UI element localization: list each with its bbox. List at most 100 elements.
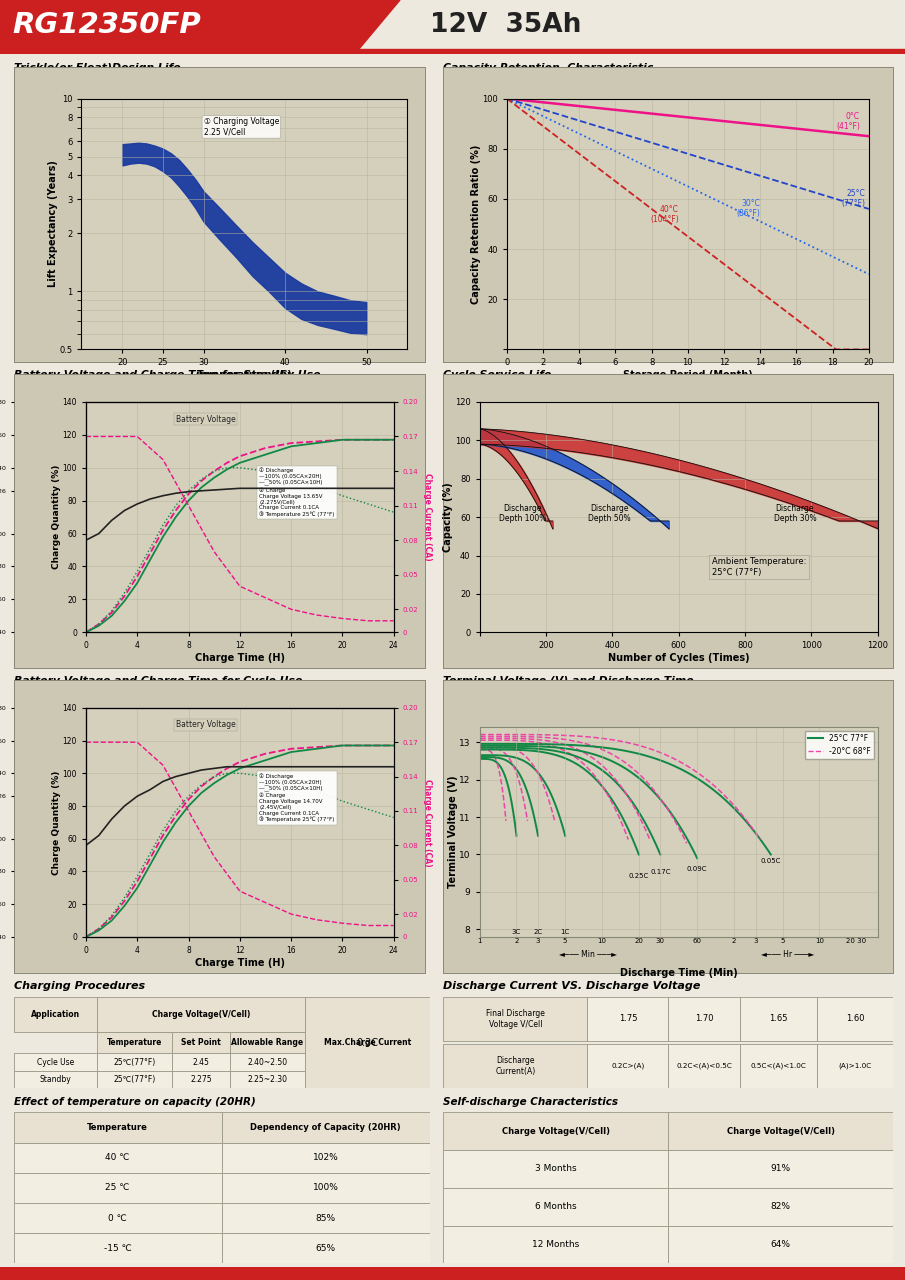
Text: 3 Months: 3 Months <box>535 1165 576 1174</box>
Text: Charge Voltage(V/Cell): Charge Voltage(V/Cell) <box>727 1126 834 1135</box>
Y-axis label: Charge Quantity (%): Charge Quantity (%) <box>52 465 61 570</box>
Bar <box>14 1143 222 1172</box>
X-axis label: Number of Cycles (Times): Number of Cycles (Times) <box>608 653 749 663</box>
Bar <box>172 1071 230 1088</box>
Bar <box>222 1203 430 1233</box>
Text: Charge Voltage(V/Cell): Charge Voltage(V/Cell) <box>502 1126 610 1135</box>
Text: 40 ℃: 40 ℃ <box>106 1153 129 1162</box>
Text: Discharge
Depth 50%: Discharge Depth 50% <box>587 503 631 524</box>
Text: Terminal Voltage (V) and Discharge Time: Terminal Voltage (V) and Discharge Time <box>443 676 694 686</box>
Text: Discharge
Depth 100%: Discharge Depth 100% <box>499 503 547 524</box>
Text: 6 Months: 6 Months <box>535 1202 576 1211</box>
Text: 10: 10 <box>815 938 824 943</box>
Text: 100%: 100% <box>313 1183 338 1193</box>
Bar <box>668 1112 893 1151</box>
Text: Battery Voltage and Charge Time for Cycle Use: Battery Voltage and Charge Time for Cycl… <box>14 676 302 686</box>
Text: 3: 3 <box>536 938 540 943</box>
Y-axis label: Capacity Retention Ratio (%): Capacity Retention Ratio (%) <box>471 145 481 303</box>
Text: Discharge Current VS. Discharge Voltage: Discharge Current VS. Discharge Voltage <box>443 982 700 992</box>
Text: Dependency of Capacity (20HR): Dependency of Capacity (20HR) <box>251 1123 401 1132</box>
Bar <box>230 1071 305 1088</box>
X-axis label: Temperature (°C): Temperature (°C) <box>197 370 291 380</box>
Text: 1: 1 <box>478 938 481 943</box>
Text: Temperature: Temperature <box>107 1038 162 1047</box>
Text: -15 ℃: -15 ℃ <box>104 1244 131 1253</box>
Text: 2: 2 <box>514 938 519 943</box>
Bar <box>222 1233 430 1263</box>
Y-axis label: Charge Current (CA): Charge Current (CA) <box>424 778 433 867</box>
Text: Cycle Use: Cycle Use <box>36 1057 74 1066</box>
Bar <box>443 1044 587 1088</box>
Bar <box>668 1188 893 1226</box>
X-axis label: Charge Time (H): Charge Time (H) <box>195 653 285 663</box>
Text: Discharge
Current(A): Discharge Current(A) <box>495 1056 536 1076</box>
Text: Battery Voltage and Charge Time for Standby Use: Battery Voltage and Charge Time for Stan… <box>14 370 320 380</box>
Bar <box>14 1203 222 1233</box>
Text: 40°C
(104°F): 40°C (104°F) <box>650 205 679 224</box>
Text: 5: 5 <box>780 938 785 943</box>
Text: ① Discharge
—100% (0.05CA×20H)
―⁐50% (0.05CA×10H)
② Charge
Charge Voltage 13.65V: ① Discharge —100% (0.05CA×20H) ―⁐50% (0.… <box>259 467 335 517</box>
Text: 1.75: 1.75 <box>619 1015 637 1024</box>
Text: Application: Application <box>31 1010 80 1019</box>
Text: 5: 5 <box>563 938 567 943</box>
Text: Set Point: Set Point <box>181 1038 221 1047</box>
Text: 30°C
(86°F): 30°C (86°F) <box>737 200 760 219</box>
Y-axis label: Capacity (%): Capacity (%) <box>443 483 453 552</box>
Bar <box>443 1188 668 1226</box>
Legend: 25°C 77°F, -20°C 68°F: 25°C 77°F, -20°C 68°F <box>805 731 874 759</box>
Bar <box>587 1044 668 1088</box>
Text: 25°C
(77°F): 25°C (77°F) <box>841 188 865 209</box>
Text: Charge Voltage(V/Cell): Charge Voltage(V/Cell) <box>152 1010 250 1019</box>
Bar <box>443 1226 668 1263</box>
Text: 2.25~2.30: 2.25~2.30 <box>248 1075 288 1084</box>
Text: 60: 60 <box>692 938 701 943</box>
Text: 102%: 102% <box>313 1153 338 1162</box>
Bar <box>230 1053 305 1071</box>
Bar <box>14 1071 97 1088</box>
Bar <box>740 997 817 1041</box>
Y-axis label: Charge Quantity (%): Charge Quantity (%) <box>52 771 61 874</box>
Bar <box>305 997 430 1088</box>
Text: 91%: 91% <box>771 1165 791 1174</box>
Text: 1.70: 1.70 <box>695 1015 713 1024</box>
Bar <box>14 997 97 1032</box>
Text: Ambient Temperature:
25°C (77°F): Ambient Temperature: 25°C (77°F) <box>712 557 806 577</box>
Polygon shape <box>0 0 400 54</box>
Text: Self-discharge Characteristics: Self-discharge Characteristics <box>443 1097 618 1107</box>
Text: 1.65: 1.65 <box>769 1015 787 1024</box>
Text: 25 ℃: 25 ℃ <box>106 1183 129 1193</box>
Text: 30: 30 <box>656 938 665 943</box>
Text: Battery Voltage: Battery Voltage <box>176 721 235 730</box>
Text: Capacity Retention  Characteristic: Capacity Retention Characteristic <box>443 63 653 73</box>
Bar <box>443 1151 668 1188</box>
Text: Standby: Standby <box>39 1075 71 1084</box>
Text: Discharge
Depth 30%: Discharge Depth 30% <box>774 503 816 524</box>
Bar <box>668 1226 893 1263</box>
Text: 20 30: 20 30 <box>846 938 866 943</box>
Text: (A)>1.0C: (A)>1.0C <box>838 1062 872 1069</box>
X-axis label: Storage Period (Month): Storage Period (Month) <box>623 370 753 380</box>
Text: Max.Charge Current: Max.Charge Current <box>324 1038 411 1047</box>
Text: ① Discharge
—100% (0.05CA×20H)
―⁐50% (0.05CA×10H)
② Charge
Charge Voltage 14.70V: ① Discharge —100% (0.05CA×20H) ―⁐50% (0.… <box>259 773 335 822</box>
Text: Discharge Time (Min): Discharge Time (Min) <box>620 968 738 978</box>
Text: ◄─── Hr ───►: ◄─── Hr ───► <box>761 951 815 960</box>
Text: 2.45: 2.45 <box>193 1057 209 1066</box>
Bar <box>668 997 740 1041</box>
Text: 3: 3 <box>753 938 757 943</box>
Bar <box>587 997 668 1041</box>
Text: 12 Months: 12 Months <box>532 1240 579 1249</box>
Text: 1C: 1C <box>560 929 570 936</box>
X-axis label: Charge Time (H): Charge Time (H) <box>195 957 285 968</box>
Text: 25℃(77°F): 25℃(77°F) <box>113 1057 156 1066</box>
Bar <box>222 1112 430 1143</box>
Bar <box>668 1044 740 1088</box>
Text: 0.3C: 0.3C <box>357 1038 378 1047</box>
Text: Temperature: Temperature <box>87 1123 148 1132</box>
Text: 0.17C: 0.17C <box>650 869 671 876</box>
Text: 0.2C<(A)<0.5C: 0.2C<(A)<0.5C <box>676 1062 732 1069</box>
Bar <box>230 1032 305 1053</box>
Text: 10: 10 <box>597 938 606 943</box>
Bar <box>0 49 905 54</box>
Bar <box>817 997 893 1041</box>
Bar <box>668 1151 893 1188</box>
